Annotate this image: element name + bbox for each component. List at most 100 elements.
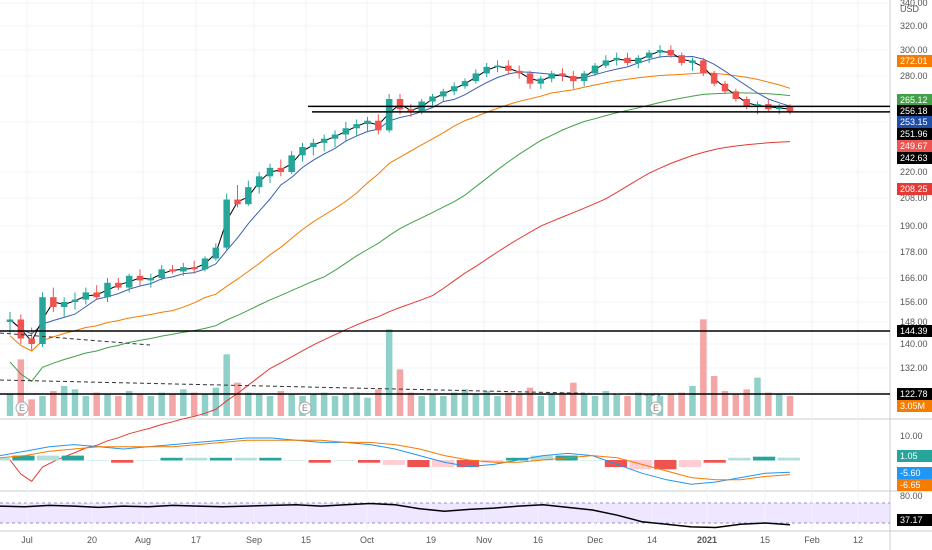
volume-bar <box>169 394 176 416</box>
price-tick-label: 340.00 <box>900 0 928 8</box>
sma-50-line <box>9 72 791 352</box>
macd-histogram-bar <box>259 457 282 461</box>
earnings-marker-label: E <box>653 403 659 413</box>
price-label-box <box>897 128 932 140</box>
candle-body <box>754 104 761 107</box>
grid <box>0 0 890 531</box>
sma-100-line <box>9 92 791 382</box>
candlesticks <box>6 45 794 350</box>
time-tick-label: Sep <box>246 535 262 545</box>
time-tick-label: 2021 <box>697 535 717 545</box>
price-tick-label: 220.00 <box>900 167 928 177</box>
candle-body <box>82 292 90 300</box>
macd-histogram-bar <box>185 457 208 461</box>
volume-bar <box>537 396 545 416</box>
price-axis[interactable]: USD340.00320.00300.00280.00244.00220.002… <box>900 0 928 501</box>
candle-body <box>429 96 436 102</box>
candle-body <box>320 138 328 143</box>
price-tick-label: 280.00 <box>900 71 928 81</box>
earnings-marker-icon <box>649 401 663 415</box>
volume-bar <box>570 382 577 416</box>
volume-bar <box>429 394 436 416</box>
currency-label: USD <box>900 4 920 14</box>
volume-bar <box>50 391 57 416</box>
candle-body <box>786 106 794 112</box>
candle-body <box>505 65 512 71</box>
volume-bar <box>266 396 274 416</box>
macd-histogram-bar <box>61 455 84 461</box>
macd-histogram-bar <box>752 456 776 461</box>
candle-body <box>375 120 382 131</box>
volume-bar <box>125 391 133 416</box>
time-tick-label: Oct <box>360 535 375 545</box>
time-axis[interactable]: Jul 20 Aug 17 Sep 15 Oct 19 Nov 16 Dec 14 2021 15 Feb 1… <box>21 535 863 545</box>
price-pane[interactable] <box>0 0 890 418</box>
price-label-box <box>897 325 932 337</box>
volume-bar <box>104 394 111 416</box>
price-label-box <box>897 55 932 67</box>
candle-body <box>472 73 480 82</box>
volume-bar <box>82 396 90 416</box>
volume-bar <box>667 394 675 416</box>
candle-body <box>494 65 501 67</box>
volume-bar <box>580 394 588 416</box>
macd-histogram-bar <box>333 460 356 461</box>
rsi-pane-band <box>0 503 890 523</box>
time-tick-label: Jul <box>21 535 33 545</box>
macd-label-text: -5.60 <box>900 468 921 478</box>
macd-histogram-bar <box>209 457 233 461</box>
price-tick-label: 190.00 <box>900 221 928 231</box>
candle-body <box>277 167 285 172</box>
volume-bar <box>732 394 740 416</box>
volume-bar <box>710 376 718 416</box>
candle-body <box>537 78 545 84</box>
earnings-marker-icon <box>298 401 312 415</box>
signal-line <box>0 439 791 481</box>
candle-body <box>645 52 653 58</box>
volume-bar <box>678 392 685 416</box>
price-label-box <box>897 388 932 400</box>
candle-body <box>342 128 350 135</box>
candle-body <box>440 91 447 97</box>
price-label-text: 242.63 <box>900 153 928 163</box>
volume-bar <box>147 396 155 416</box>
volume-bar <box>396 369 404 416</box>
volume-bar <box>180 389 187 416</box>
rsi-tick-label: 80.00 <box>900 491 923 501</box>
volume-bar <box>472 394 480 416</box>
earnings-marker-label: E <box>19 403 25 413</box>
candle-body <box>364 120 371 125</box>
price-label-text: 122.78 <box>900 389 928 399</box>
candle-body <box>548 73 555 79</box>
volume-bar <box>635 392 642 416</box>
volume-bar <box>136 394 144 416</box>
price-label-text: 249.67 <box>900 141 928 151</box>
horizontal-levels[interactable] <box>0 105 890 396</box>
volume-bar <box>624 396 631 416</box>
rsi-label-text: 37.17 <box>900 515 923 525</box>
volume-bar <box>526 387 534 416</box>
price-label-text: 256.18 <box>900 106 928 116</box>
macd-indicator <box>0 437 800 485</box>
price-label-text: 208.25 <box>900 184 928 194</box>
candle-body <box>180 267 187 272</box>
candle-body <box>721 83 729 92</box>
candle-body <box>39 297 46 344</box>
volume-label-box <box>897 400 932 412</box>
volume-bar <box>375 389 382 416</box>
volume-bar <box>602 391 610 416</box>
price-label-box <box>897 116 932 128</box>
volume-bar <box>754 377 761 416</box>
candle-body <box>613 57 620 61</box>
macd-label-text: -6.65 <box>900 480 921 490</box>
volume-bar <box>786 396 794 416</box>
candle-body <box>6 319 14 322</box>
candle-body <box>700 60 707 74</box>
volume-bar <box>60 386 68 416</box>
candle-body <box>17 319 25 339</box>
volume-bars <box>6 319 794 416</box>
macd-pane[interactable] <box>0 420 890 490</box>
volume-bar <box>71 389 79 416</box>
